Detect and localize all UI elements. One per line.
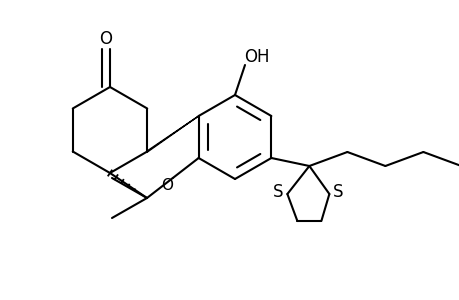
- Text: OH: OH: [244, 48, 269, 66]
- Text: O: O: [161, 178, 173, 194]
- Text: S: S: [332, 183, 343, 201]
- Polygon shape: [146, 116, 198, 152]
- Text: O: O: [99, 30, 112, 48]
- Text: S: S: [273, 183, 283, 201]
